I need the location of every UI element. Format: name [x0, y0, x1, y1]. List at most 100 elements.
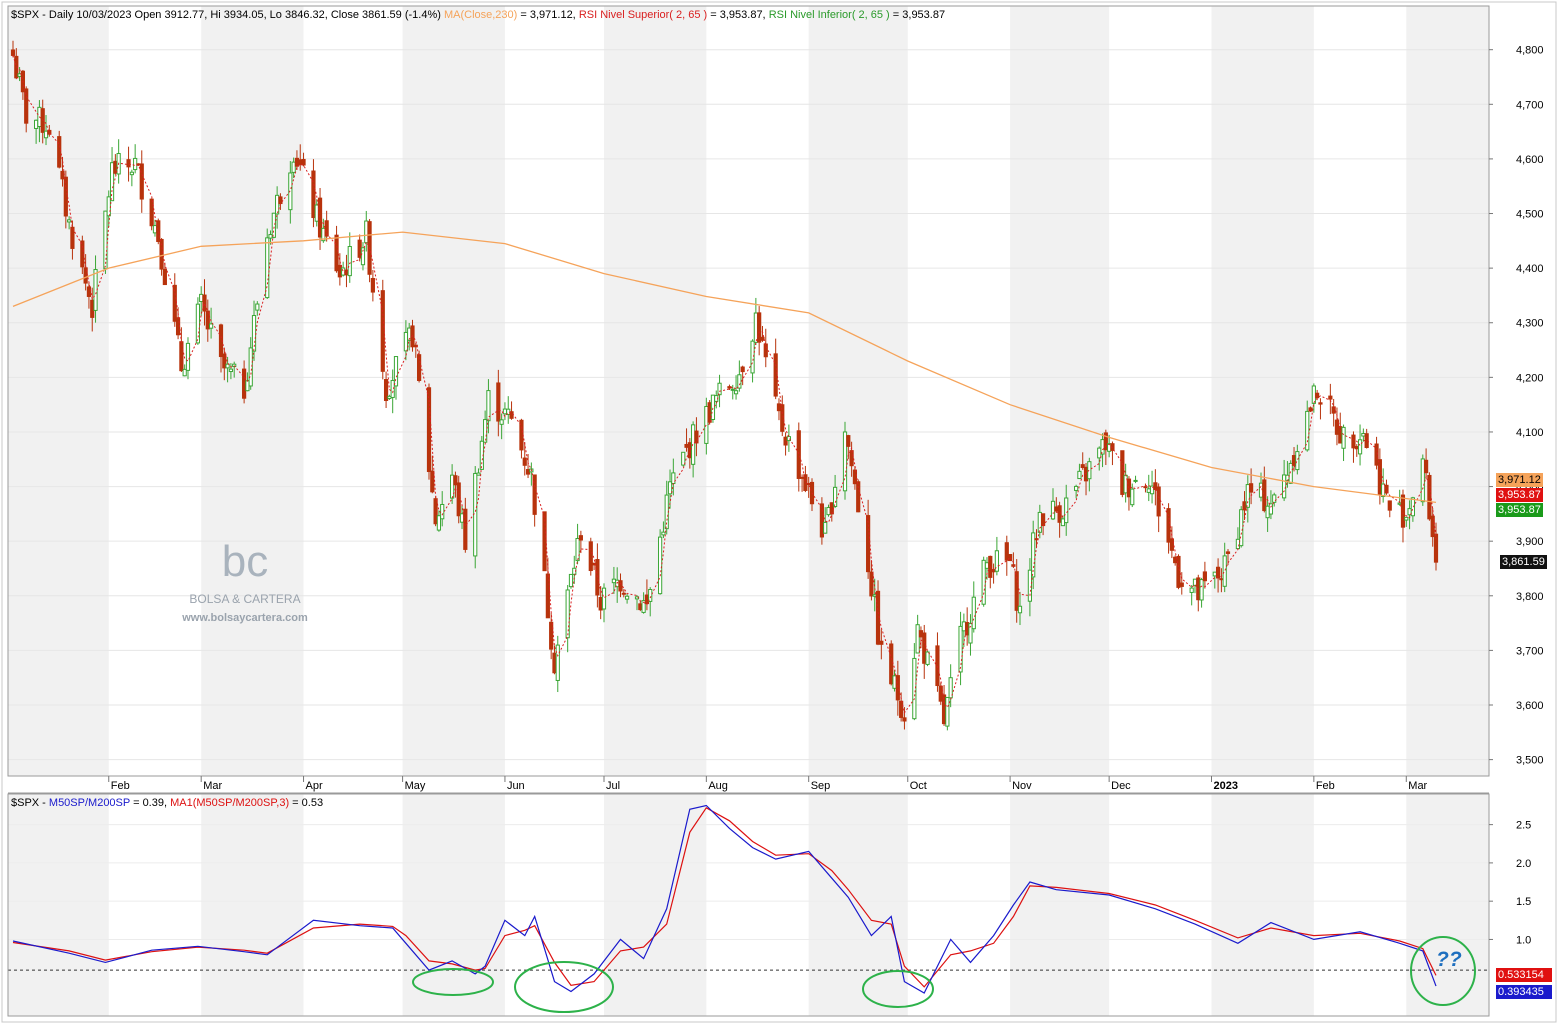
- candle-body: [856, 481, 861, 513]
- candle-body: [1404, 516, 1409, 521]
- price-tick-label: 3,600: [1516, 700, 1544, 712]
- candle: [1222, 542, 1227, 593]
- candle-body: [625, 595, 630, 600]
- candle-body: [370, 277, 375, 293]
- candle-body: [57, 136, 62, 168]
- candle-body: [1202, 571, 1207, 582]
- price-tick-label: 3,500: [1516, 755, 1544, 767]
- price-tick-label: 4,100: [1516, 427, 1544, 439]
- candle-body: [899, 700, 904, 718]
- month-bands: [8, 6, 1489, 1016]
- candle-body: [658, 536, 663, 595]
- candle: [149, 198, 154, 231]
- rsi-level-line: [12, 55, 1437, 715]
- candle: [1189, 585, 1194, 606]
- candle: [367, 219, 372, 283]
- candle-body: [829, 502, 834, 515]
- candle-body: [935, 645, 940, 687]
- candle-body: [687, 442, 692, 459]
- month-label: Sep: [811, 780, 831, 792]
- price-tick-label: 4,800: [1516, 45, 1544, 57]
- candle-body: [473, 472, 478, 557]
- candle: [1080, 452, 1085, 470]
- lower-legend: $SPX - M50SP/M200SP = 0.39, MA1(M50SP/M2…: [11, 797, 323, 809]
- candle: [1215, 558, 1221, 593]
- candle: [314, 199, 319, 227]
- candle-body: [819, 503, 824, 538]
- candle-body: [1041, 513, 1046, 527]
- price-tick-label: 4,400: [1516, 263, 1544, 275]
- candle: [575, 523, 580, 565]
- candle: [760, 325, 765, 342]
- candle: [1427, 472, 1432, 521]
- candle: [195, 297, 200, 345]
- rsi-sup-price-tag: 3,953.87: [1496, 488, 1543, 502]
- candle-body: [245, 380, 250, 392]
- candle-body: [133, 157, 138, 171]
- candle: [334, 225, 339, 273]
- candle-body: [463, 508, 468, 550]
- candle-body: [1064, 497, 1069, 524]
- candle-body: [364, 220, 369, 244]
- candle-body: [984, 562, 990, 569]
- candle: [601, 583, 607, 623]
- candle: [958, 611, 963, 686]
- candle: [1031, 520, 1036, 590]
- candle-body: [1014, 571, 1019, 611]
- candle: [301, 152, 306, 167]
- candle-body: [532, 474, 537, 515]
- price-panel-frame: [7, 5, 1490, 777]
- candle-body: [1295, 451, 1300, 471]
- candle: [1361, 428, 1366, 442]
- price-tick-label: 4,200: [1516, 372, 1544, 384]
- lower-month-band: [402, 794, 505, 1016]
- candle-body: [413, 344, 418, 348]
- candle-body: [773, 353, 778, 397]
- candle: [733, 375, 739, 400]
- candle: [1120, 450, 1125, 498]
- candle-body: [324, 220, 329, 237]
- candle-body: [476, 472, 481, 476]
- candle-body: [43, 130, 49, 139]
- candle-body: [433, 498, 438, 525]
- candle: [1179, 572, 1184, 595]
- candle-body: [671, 472, 676, 485]
- candle: [248, 337, 253, 390]
- candle-body: [1377, 459, 1382, 495]
- candle-body: [598, 597, 603, 611]
- candle-body: [496, 382, 501, 422]
- candle: [1272, 492, 1277, 507]
- candle-body: [337, 264, 342, 278]
- ratio-legend-label: M50SP/M200SP: [48, 797, 131, 809]
- candle: [479, 436, 484, 470]
- candle-body: [317, 197, 323, 238]
- candle-body: [902, 717, 907, 722]
- candle-body: [47, 129, 52, 135]
- ma230-line: [12, 231, 1437, 504]
- candle: [453, 471, 458, 498]
- candle-body: [14, 55, 19, 79]
- candle: [648, 587, 653, 617]
- candle-body: [1087, 461, 1092, 480]
- candle: [555, 635, 560, 693]
- candle-body: [268, 234, 273, 239]
- candle: [1305, 400, 1310, 452]
- candle-body: [737, 374, 742, 389]
- candle-body: [1410, 497, 1415, 517]
- candle-body: [958, 625, 963, 673]
- candle-body: [1311, 385, 1316, 404]
- candle-body: [710, 394, 716, 420]
- candle-body: [941, 694, 947, 725]
- candle: [1123, 463, 1128, 503]
- candle-body: [776, 403, 782, 412]
- candle-body: [601, 587, 607, 610]
- rsi-inf-legend-value: = 3,953.87: [889, 9, 946, 21]
- candle-body: [644, 594, 650, 605]
- upper-month-band: [1406, 6, 1489, 776]
- candle-body: [760, 336, 765, 341]
- candle-body: [1354, 446, 1359, 450]
- candle: [172, 273, 177, 327]
- candle-body: [1146, 488, 1151, 493]
- month-label: Nov: [1012, 780, 1032, 792]
- candle: [1387, 500, 1392, 518]
